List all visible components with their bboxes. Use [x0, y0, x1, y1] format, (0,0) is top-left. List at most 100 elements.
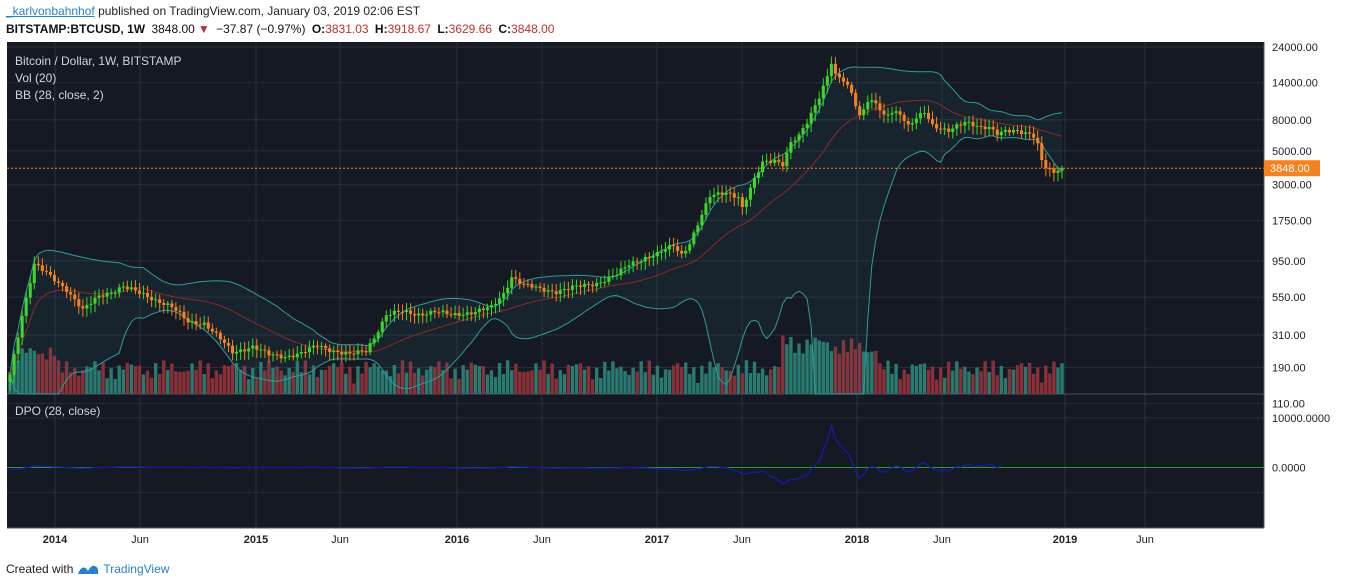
volume-bar — [979, 371, 983, 394]
volume-bar — [538, 369, 542, 394]
volume-bar — [109, 368, 113, 394]
volume-bar — [562, 374, 567, 394]
candle-body — [603, 281, 607, 283]
volume-bar — [89, 367, 93, 394]
volume-bar — [141, 374, 146, 394]
volume-bar — [1007, 368, 1012, 394]
volume-bar — [453, 368, 457, 394]
volume-bar — [599, 378, 603, 394]
volume-bar — [688, 373, 692, 394]
volume-bar — [886, 360, 890, 394]
candle-body — [761, 161, 765, 173]
candle-body — [926, 112, 931, 120]
candle-body — [251, 345, 255, 349]
candle-body — [113, 292, 117, 294]
candle-body — [324, 345, 328, 349]
candle-body — [57, 281, 61, 283]
candle-body — [676, 246, 680, 251]
time-tick-label: Jun — [131, 534, 149, 546]
candle-body — [85, 304, 89, 309]
candle-body — [449, 314, 453, 316]
volume-bar — [967, 371, 971, 394]
candle-body — [712, 194, 716, 197]
volume-bar — [890, 373, 894, 394]
volume-bar — [582, 369, 587, 394]
author-link[interactable]: _karlvonbahnhof — [6, 4, 95, 18]
candle-body — [841, 77, 846, 82]
candle-body — [530, 283, 534, 288]
candle-body — [805, 123, 809, 129]
candle-body — [611, 275, 615, 277]
candle-body — [886, 114, 890, 116]
volume-bar — [174, 371, 178, 394]
candle-body — [716, 192, 720, 195]
volume-bar — [137, 365, 142, 394]
candle-body — [498, 298, 502, 304]
volume-bar — [1011, 369, 1016, 394]
volume-bar — [736, 364, 741, 394]
candle-body — [736, 197, 740, 199]
volume-bar — [319, 369, 324, 394]
candle-body — [684, 250, 688, 254]
candle-body — [320, 345, 324, 347]
legend-symbol: Bitcoin / Dollar, 1W, BITSTAMP — [15, 54, 182, 68]
volume-bar — [121, 369, 125, 394]
volume-bar — [821, 341, 825, 394]
price-tick-label: 190.00 — [1272, 362, 1306, 374]
volume-bar — [481, 365, 486, 394]
candle-body — [510, 277, 514, 288]
volume-bar — [947, 361, 951, 394]
chart-background — [7, 42, 1264, 528]
volume-bar — [263, 370, 267, 394]
volume-bar — [922, 363, 927, 394]
candle-body — [902, 114, 906, 122]
candle-body — [951, 128, 955, 132]
candle-body — [494, 303, 498, 306]
volume-bar — [198, 360, 202, 394]
tradingview-link[interactable]: TradingView — [103, 562, 170, 576]
candle-body — [1028, 132, 1032, 134]
candle-body — [360, 350, 364, 352]
candle-body — [16, 337, 20, 355]
candle-body — [829, 63, 833, 77]
candle-body — [550, 290, 554, 292]
candle-body — [481, 308, 485, 311]
volume-bar — [247, 379, 251, 394]
candle-body — [137, 290, 142, 294]
volume-bar — [1023, 366, 1028, 394]
candle-body — [1015, 129, 1020, 131]
price-tick-label: 3000.00 — [1272, 180, 1312, 192]
volume-bar — [862, 351, 866, 394]
candle-body — [340, 352, 344, 355]
close-value: 3848.00 — [511, 22, 555, 36]
volume-bar — [182, 371, 186, 394]
candle-body — [643, 256, 647, 262]
volume-bar — [684, 362, 688, 394]
candle-body — [914, 118, 918, 124]
band-fill — [10, 67, 1062, 394]
candle-body — [166, 303, 170, 305]
volume-bar — [942, 377, 947, 394]
volume-bar — [392, 365, 397, 394]
volume-bar — [570, 366, 575, 394]
volume-bar — [24, 352, 28, 394]
candle-body — [413, 313, 417, 316]
candle-body — [967, 121, 971, 123]
candle-body — [36, 263, 40, 266]
volume-bar — [364, 361, 368, 394]
volume-bar — [951, 370, 955, 394]
candle-body — [595, 282, 599, 287]
volume-bar — [938, 367, 943, 394]
volume-bar — [376, 366, 380, 394]
candle-body — [910, 123, 914, 125]
volume-bar — [295, 361, 299, 394]
candle-body — [781, 161, 785, 167]
candle-body — [97, 295, 101, 298]
chart-canvas[interactable]: 24000.00 14000.00 8000.00 5000.00 3000.00 175… — [0, 41, 1348, 556]
volume-bar — [20, 348, 24, 394]
volume-bar — [56, 360, 61, 394]
candle-body — [445, 310, 449, 315]
candle-body — [850, 84, 854, 93]
candle-body — [259, 349, 263, 351]
candle-body — [194, 321, 198, 325]
